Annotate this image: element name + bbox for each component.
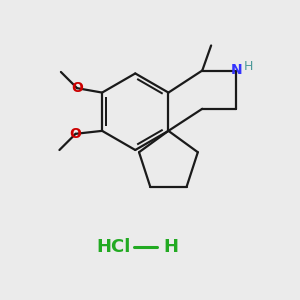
Text: H: H [163,238,178,256]
Text: O: O [71,81,83,95]
Text: O: O [70,127,82,141]
Text: N: N [230,64,242,77]
Text: H: H [244,61,253,74]
Text: HCl: HCl [97,238,131,256]
